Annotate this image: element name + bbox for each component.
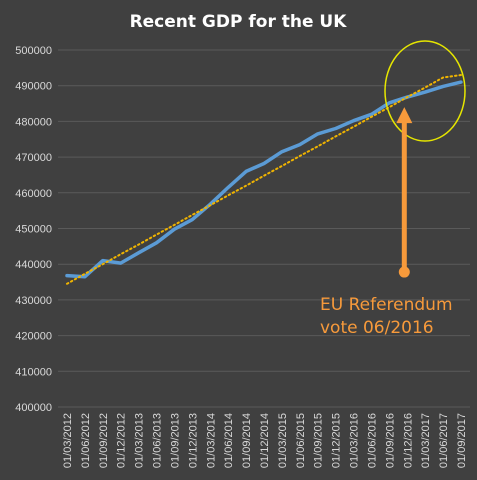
y-tick-label: 440000 (15, 259, 52, 271)
annotation: EU Referendum vote 06/2016 (320, 40, 466, 338)
annotation-text-line1: EU Referendum (320, 295, 453, 315)
x-tick-label: 01/06/2014 (223, 413, 235, 468)
x-tick-label: 01/06/2017 (438, 413, 450, 468)
x-tick-label: 01/03/2013 (134, 413, 146, 468)
y-tick-label: 410000 (15, 366, 52, 378)
x-tick-label: 01/06/2012 (80, 413, 92, 468)
x-tick-label: 01/12/2014 (259, 413, 271, 468)
x-tick-label: 01/09/2016 (384, 413, 396, 468)
grid-lines (58, 49, 470, 408)
y-tick-label: 430000 (15, 295, 52, 307)
chart-title: Recent GDP for the UK (130, 12, 348, 32)
y-tick-label: 490000 (15, 81, 52, 93)
x-tick-label: 01/09/2017 (456, 413, 468, 468)
y-tick-label: 460000 (15, 188, 52, 200)
annotation-arrowhead (396, 107, 413, 124)
y-tick-label: 450000 (15, 224, 52, 236)
x-tick-label: 01/06/2016 (366, 413, 378, 468)
x-axis-ticks: 01/03/2012 01/06/2012 01/09/2012 01/12/2012… (62, 413, 468, 468)
highlight-circle (384, 40, 466, 142)
gdp-series-line (65, 80, 463, 279)
x-tick-label: 01/12/2016 (402, 413, 414, 468)
x-tick-label: 01/09/2012 (98, 413, 110, 468)
x-tick-label: 01/03/2014 (205, 413, 217, 468)
x-tick-label: 01/09/2013 (169, 413, 181, 468)
annotation-text-line2: vote 06/2016 (320, 318, 434, 338)
x-tick-label: 01/03/2017 (420, 413, 432, 468)
y-tick-label: 400000 (15, 402, 52, 414)
annotation-dot (398, 266, 410, 278)
x-tick-label: 01/12/2015 (331, 413, 343, 468)
x-tick-label: 01/03/2012 (62, 413, 74, 468)
y-tick-label: 420000 (15, 331, 52, 343)
x-tick-label: 01/12/2012 (116, 413, 128, 468)
trendline-series (66, 74, 462, 285)
y-axis-ticks: 400000 410000 420000 430000 440000 450000 4600… (15, 45, 52, 414)
x-tick-label: 01/09/2014 (241, 413, 253, 468)
x-tick-label: 01/09/2015 (313, 413, 325, 468)
x-tick-label: 01/06/2015 (295, 413, 307, 468)
x-tick-label: 01/06/2013 (152, 413, 164, 468)
x-tick-label: 01/03/2015 (277, 413, 289, 468)
y-tick-label: 470000 (15, 152, 52, 164)
y-tick-label: 480000 (15, 116, 52, 128)
y-tick-label: 500000 (15, 45, 52, 57)
x-tick-label: 01/12/2013 (187, 413, 199, 468)
series-lines (65, 74, 463, 285)
x-tick-label: 01/03/2016 (349, 413, 361, 468)
